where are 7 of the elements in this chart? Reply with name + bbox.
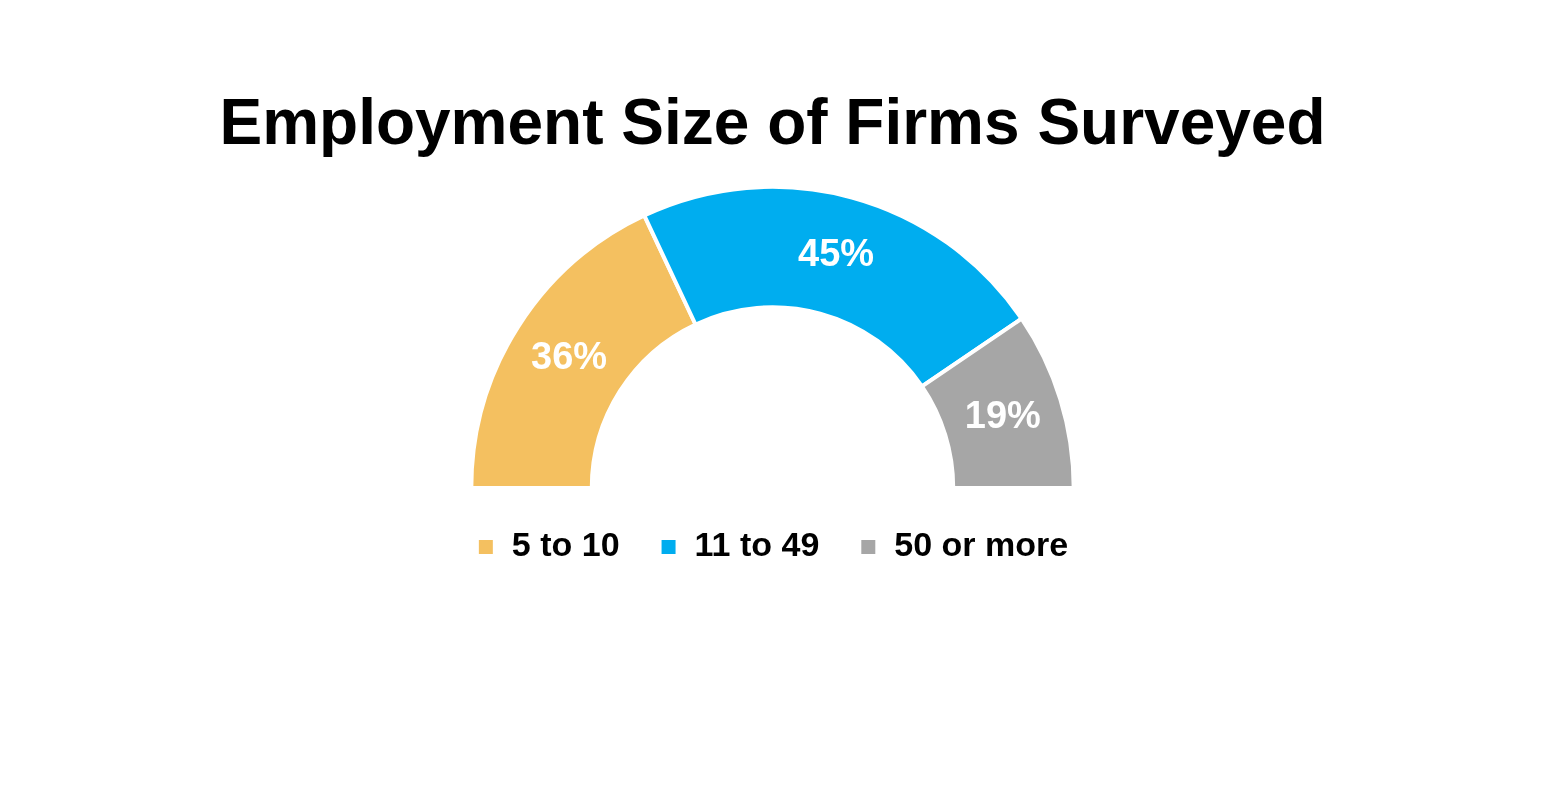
data-label: 45% — [798, 232, 875, 275]
chart-title: Employment Size of Firms Surveyed — [219, 86, 1326, 159]
legend-label: 5 to 10 — [511, 525, 620, 564]
legend-label: 11 to 49 — [694, 525, 820, 564]
legend-label: 50 or more — [894, 525, 1069, 564]
data-label: 36% — [531, 335, 608, 378]
data-label: 19% — [964, 393, 1041, 436]
